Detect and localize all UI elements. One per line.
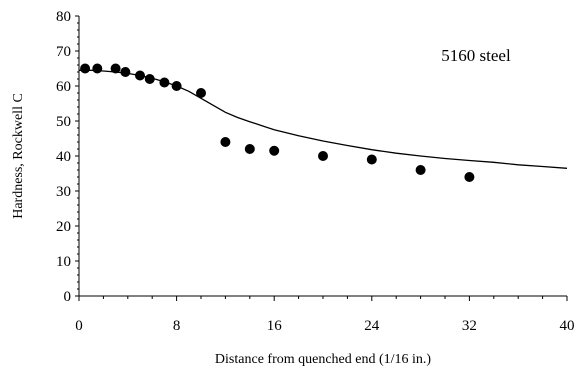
x-tick-label: 0	[75, 318, 83, 334]
x-axis-title: Distance from quenched end (1/16 in.)	[215, 352, 431, 367]
y-tick-label: 60	[56, 79, 71, 95]
data-point	[318, 151, 328, 161]
y-tick-label: 10	[56, 254, 71, 270]
y-tick-label: 50	[56, 114, 71, 130]
data-point	[415, 165, 426, 175]
chart-annotation: 5160 steel	[441, 46, 511, 65]
y-axis-ticks: 0 10 20 30 40 50 60 70 80	[56, 9, 79, 305]
y-axis-title: Hardness, Rockwell C	[11, 93, 26, 219]
data-point	[464, 172, 475, 182]
x-tick-label: 16	[267, 318, 283, 334]
y-tick-label: 20	[56, 219, 71, 235]
data-point	[80, 63, 91, 74]
y-tick-label: 30	[56, 184, 71, 200]
hardness-curve-line	[79, 69, 568, 169]
data-point	[110, 63, 121, 74]
data-point	[120, 67, 131, 77]
plot-area: 0 10 20 30 40 50 60 70 80 0 8 16 24 32 40	[56, 9, 575, 334]
data-point	[269, 145, 280, 156]
data-point	[159, 77, 170, 88]
x-tick-label: 40	[560, 318, 575, 334]
data-point	[196, 88, 206, 98]
data-point	[244, 144, 255, 154]
data-point	[366, 154, 377, 165]
data-point	[92, 63, 103, 74]
y-tick-label: 0	[64, 289, 72, 305]
x-tick-label: 24	[364, 318, 380, 334]
y-tick-label: 70	[56, 44, 71, 60]
x-tick-label: 32	[462, 318, 477, 334]
series-layer	[79, 63, 568, 182]
data-point	[220, 137, 231, 147]
x-axis-ticks: 0 8 16 24 32 40	[75, 296, 575, 334]
y-tick-label: 40	[56, 149, 71, 165]
y-tick-label: 80	[56, 9, 71, 25]
x-tick-label: 8	[173, 318, 181, 334]
